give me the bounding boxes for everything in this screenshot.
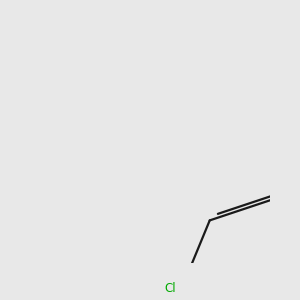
Text: Cl: Cl [165, 282, 176, 295]
